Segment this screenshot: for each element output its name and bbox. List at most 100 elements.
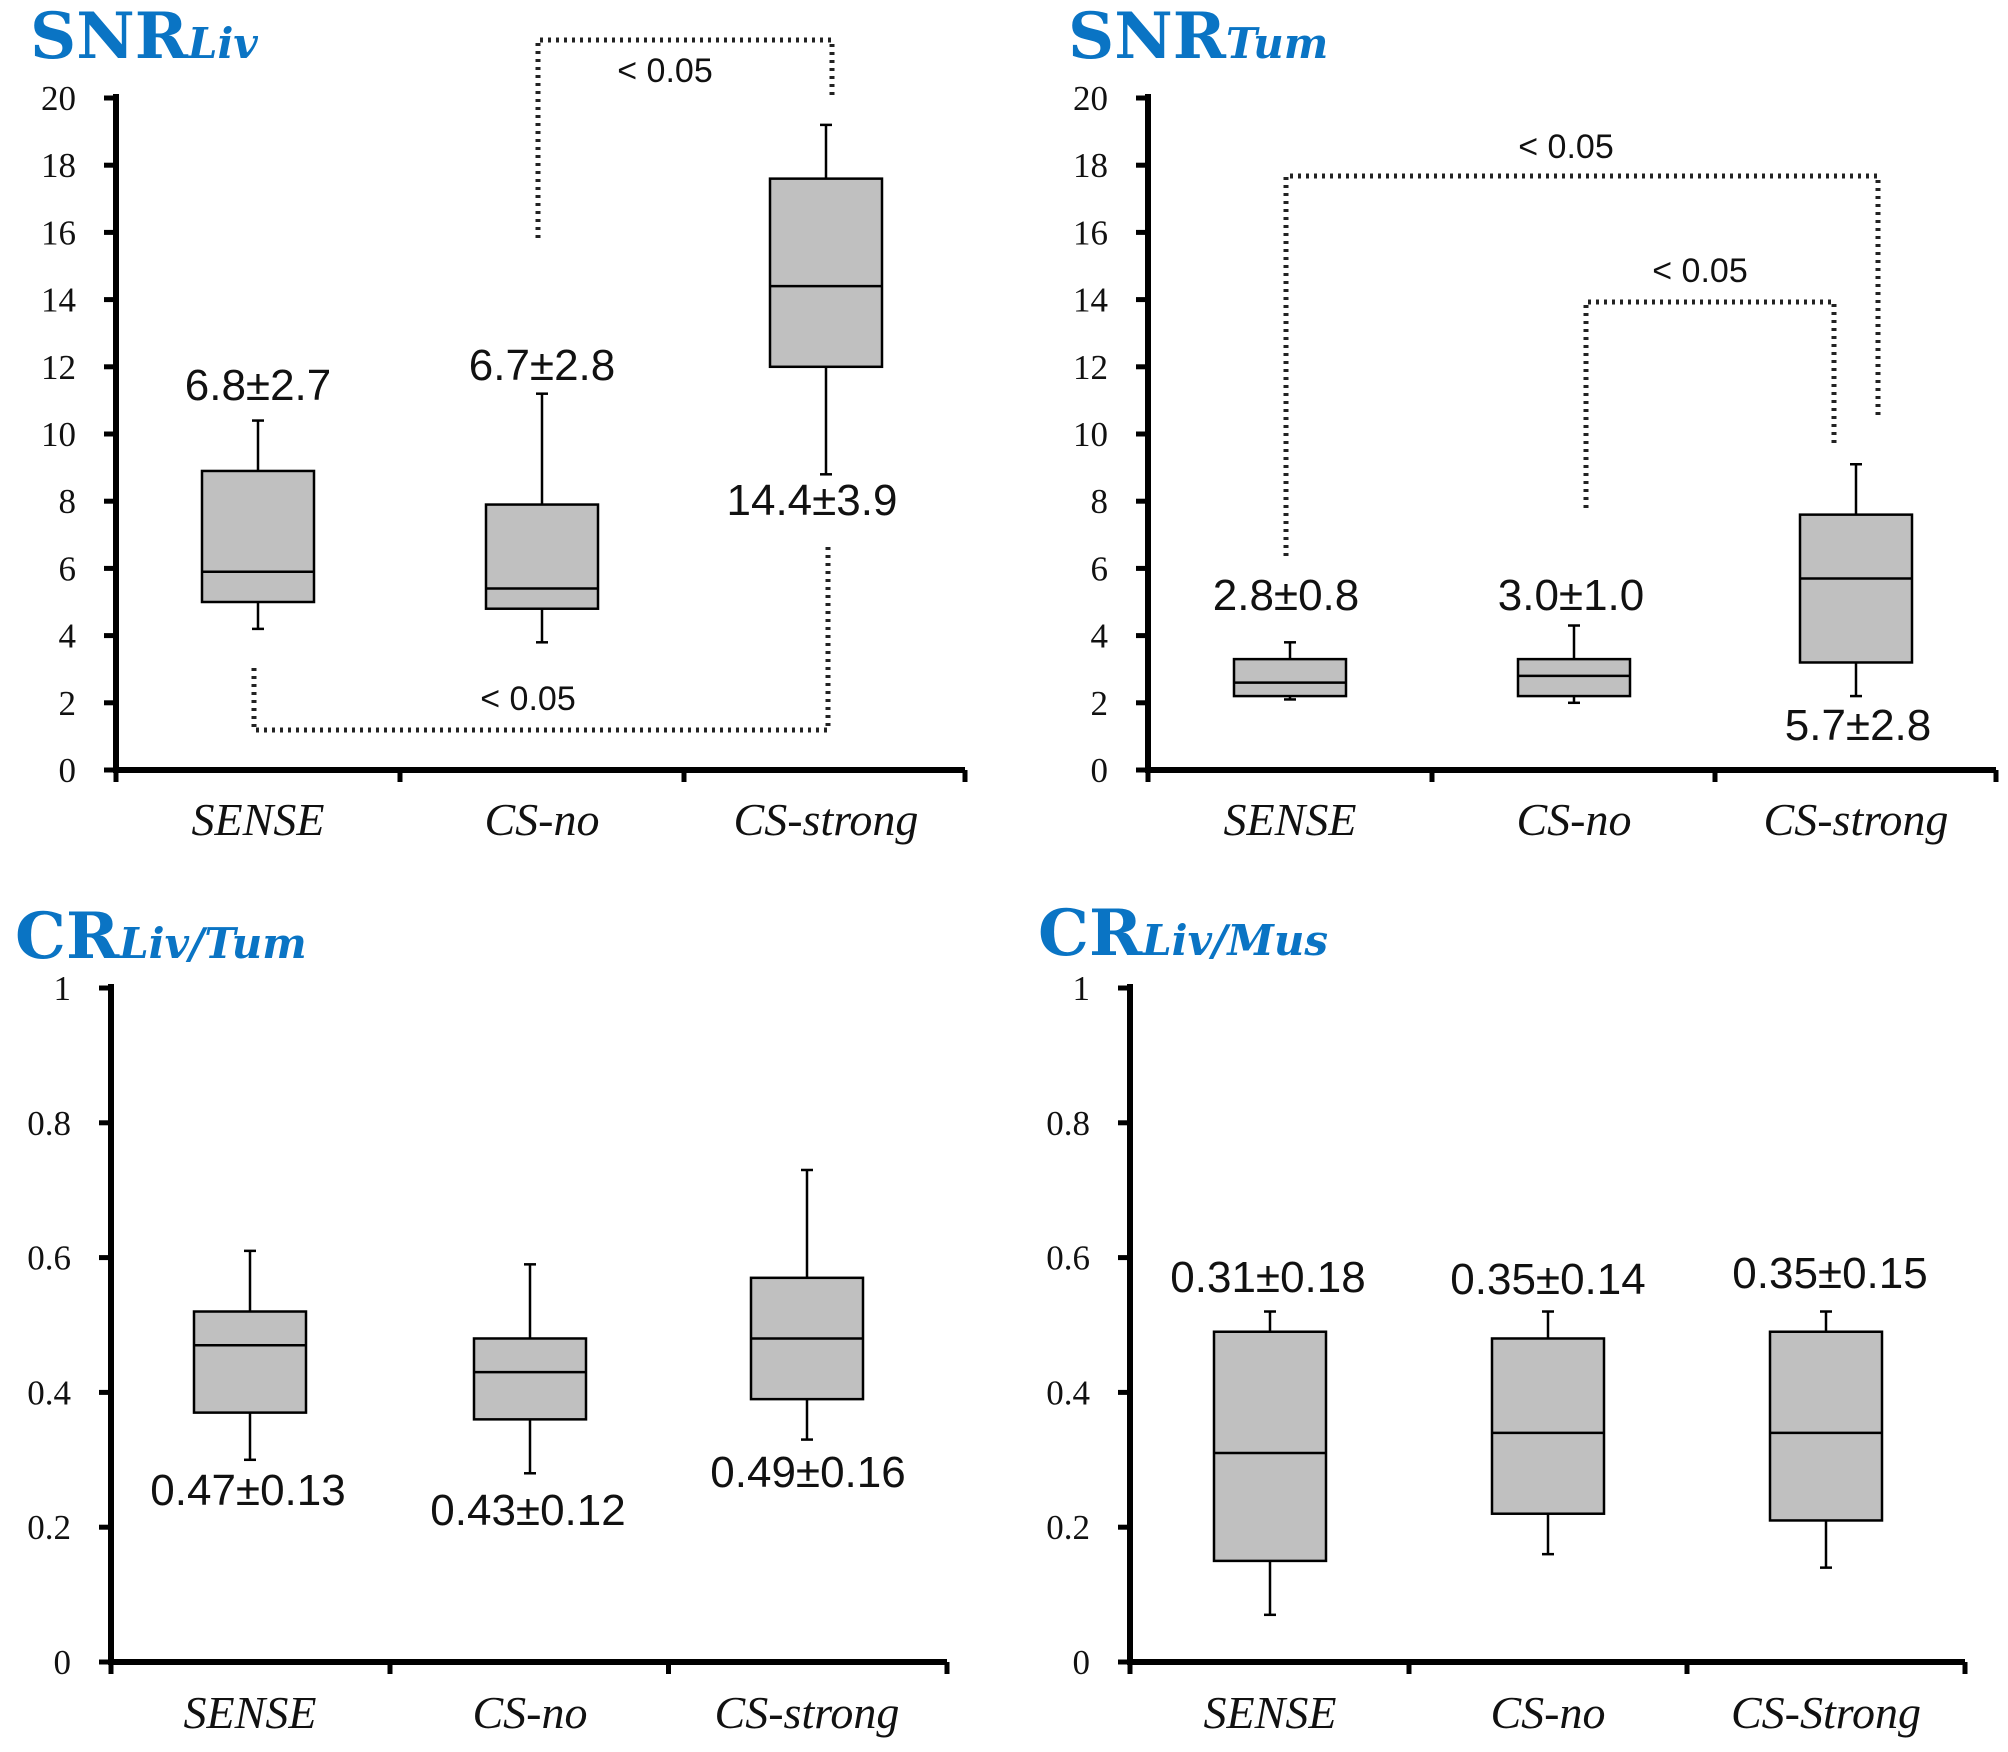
chart-panel-1: SNRLiv 0 2 4 6 8 10 12 14 16 18 20 SENSE CS-no CS-stro… [30, 0, 968, 845]
x-category-label: CS-strong [715, 1687, 900, 1738]
y-tick-label: 14 [41, 281, 76, 320]
significance-bracket [535, 37, 835, 238]
iqr-box [1768, 1330, 1884, 1522]
y-tick-label: 8 [59, 482, 77, 521]
y-tick-label: 12 [1073, 348, 1108, 387]
iqr-box [200, 469, 316, 604]
y-tick-label: 0.6 [1046, 1239, 1090, 1278]
y-tick-label: 0.8 [27, 1104, 71, 1143]
y-tick-label: 14 [1073, 281, 1108, 320]
y-tick-label: 18 [1073, 146, 1108, 185]
y-tick-label: 16 [1073, 213, 1108, 252]
chart-panel-4: CRLiv/Mus 0 0.2 0.4 0.6 0.8 1 SENSE CS-no CS-Stro… [1038, 896, 1968, 1738]
iqr-box [1516, 657, 1632, 698]
box-plot-cs-strong [768, 123, 884, 476]
x-category-label: CS-strong [734, 794, 919, 845]
box-plot-cs-strong [1798, 462, 1914, 698]
chart-title: CRLiv/Tum [15, 899, 307, 974]
y-tick-label: 0.4 [1046, 1373, 1090, 1412]
y-tick-label: 0.6 [27, 1239, 71, 1278]
chart-title: SNRLiv [30, 0, 258, 74]
mean-sd-label: 0.43±0.12 [430, 1486, 625, 1535]
significance-bracket [251, 542, 831, 733]
chart-title-subscript: Tum [1226, 19, 1328, 68]
y-tick-label: 0 [54, 1643, 72, 1682]
mean-sd-label: 0.47±0.13 [150, 1466, 345, 1515]
box-plot-cs-no [1516, 624, 1632, 705]
y-tick-label: 16 [41, 213, 76, 252]
iqr-box [472, 1337, 588, 1421]
mean-sd-label: 0.31±0.18 [1170, 1253, 1365, 1302]
x-category-label: CS-no [1491, 1687, 1606, 1738]
y-tick-label: 10 [41, 415, 76, 454]
y-tick-label: 20 [1073, 79, 1108, 118]
significance-label: < 0.05 [1518, 128, 1613, 166]
y-tick-label: 12 [41, 348, 76, 387]
y-tick-label: 0.4 [27, 1373, 71, 1412]
y-tick-label: 1 [1073, 969, 1091, 1008]
y-tick-label: 4 [1091, 617, 1109, 656]
chart-title-subscript: Liv [187, 19, 258, 68]
box-plot-cs-no [1490, 1310, 1606, 1556]
mean-sd-label: 2.8±0.8 [1213, 571, 1359, 620]
box-plot-cs-strong [749, 1168, 865, 1441]
mean-sd-label: 14.4±3.9 [727, 476, 898, 525]
x-category-label: SENSE [184, 1687, 317, 1738]
mean-sd-label: 0.35±0.15 [1732, 1249, 1927, 1298]
iqr-box [768, 177, 884, 369]
x-category-label: CS-no [473, 1687, 588, 1738]
box-plot-sense [1212, 1310, 1328, 1617]
y-tick-label: 2 [1091, 684, 1109, 723]
iqr-box [1490, 1337, 1606, 1515]
y-tick-label: 4 [59, 617, 77, 656]
chart-title-main: SNR [30, 0, 189, 74]
iqr-box [484, 503, 600, 610]
chart-title-main: SNR [1068, 0, 1227, 74]
box-plot-cs-strong [1768, 1310, 1884, 1569]
significance-bracket [1283, 173, 1881, 556]
y-tick-label: 18 [41, 146, 76, 185]
x-category-label: SENSE [192, 794, 325, 845]
x-category-label: SENSE [1204, 1687, 1337, 1738]
box-plot-sense [192, 1249, 308, 1462]
y-tick-label: 0.8 [1046, 1104, 1090, 1143]
box-plot-sense [200, 419, 316, 631]
chart-title-subscript: Liv/Tum [118, 919, 307, 968]
chart-title: SNRTum [1068, 0, 1328, 74]
y-tick-label: 0 [1073, 1643, 1091, 1682]
y-tick-label: 6 [1091, 549, 1109, 588]
iqr-box [1212, 1330, 1328, 1563]
chart-panel-3: CRLiv/Tum 0 0.2 0.4 0.6 0.8 1 SENSE CS-no CS-stro… [15, 899, 950, 1738]
y-tick-label: 0.2 [27, 1508, 71, 1547]
significance-label: < 0.05 [617, 52, 712, 90]
y-tick-label: 10 [1073, 415, 1108, 454]
mean-sd-label: 0.35±0.14 [1450, 1255, 1645, 1304]
y-tick-label: 0 [59, 751, 77, 790]
y-tick-label: 6 [59, 549, 77, 588]
box-plot-cs-no [484, 392, 600, 644]
iqr-box [1798, 513, 1914, 664]
significance-bracket [1583, 299, 1837, 508]
y-tick-label: 2 [59, 684, 77, 723]
y-tick-label: 8 [1091, 482, 1109, 521]
significance-label: < 0.05 [480, 680, 575, 718]
chart-title-main: CR [15, 899, 120, 974]
y-tick-label: 20 [41, 79, 76, 118]
y-tick-label: 0 [1091, 751, 1109, 790]
x-category-label: SENSE [1224, 794, 1357, 845]
box-plot-sense [1232, 641, 1348, 701]
x-category-label: CS-Strong [1731, 1687, 1921, 1738]
x-category-label: CS-no [485, 794, 600, 845]
x-category-label: CS-no [1517, 794, 1632, 845]
iqr-box [192, 1310, 308, 1414]
mean-sd-label: 0.49±0.16 [710, 1448, 905, 1497]
y-tick-label: 1 [54, 969, 72, 1008]
box-plot-cs-no [472, 1263, 588, 1475]
chart-title: CRLiv/Mus [1038, 896, 1328, 971]
y-tick-label: 0.2 [1046, 1508, 1090, 1547]
chart-panel-2: SNRTum 0 2 4 6 8 10 12 14 16 18 20 SENSE CS-no CS-stro… [1068, 0, 1999, 845]
chart-title-subscript: Liv/Mus [1141, 916, 1328, 965]
iqr-box [1232, 657, 1348, 698]
mean-sd-label: 5.7±2.8 [1785, 701, 1931, 750]
